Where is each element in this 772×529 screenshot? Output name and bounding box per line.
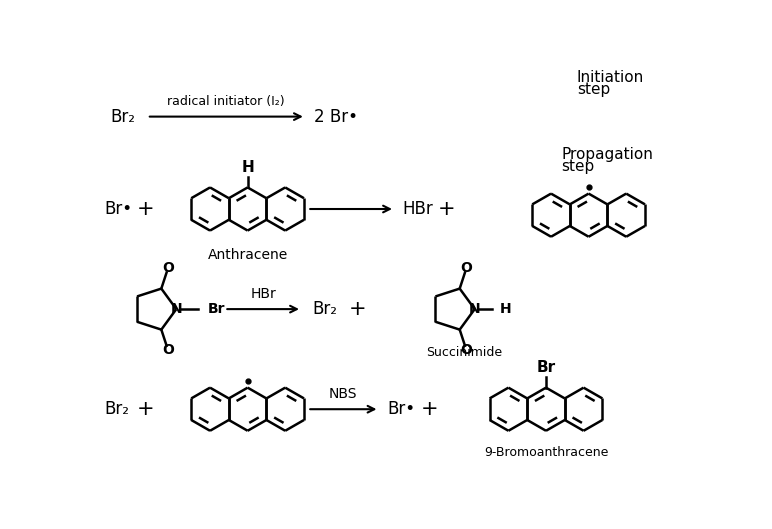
Text: step: step: [561, 159, 594, 174]
Text: Br: Br: [537, 360, 556, 376]
Text: Anthracene: Anthracene: [208, 248, 288, 261]
Text: N: N: [469, 302, 480, 316]
Text: radical initiator (I₂): radical initiator (I₂): [167, 95, 285, 108]
Text: N: N: [171, 302, 182, 316]
Text: +: +: [137, 199, 154, 219]
Text: 9-Bromoanthracene: 9-Bromoanthracene: [484, 446, 608, 459]
Text: O: O: [162, 261, 174, 275]
Text: 2 Br•: 2 Br•: [313, 107, 357, 125]
Text: Br: Br: [208, 302, 225, 316]
Text: step: step: [577, 82, 610, 97]
Text: HBr: HBr: [403, 200, 433, 218]
Text: Br₂: Br₂: [104, 400, 129, 418]
Text: Succinimide: Succinimide: [427, 346, 503, 359]
Text: +: +: [348, 299, 366, 319]
Text: O: O: [460, 261, 472, 275]
Text: +: +: [137, 399, 154, 419]
Text: Br₂: Br₂: [110, 107, 135, 125]
Text: Br•: Br•: [104, 200, 132, 218]
Text: H: H: [242, 160, 254, 175]
Text: O: O: [162, 343, 174, 357]
Text: Br₂: Br₂: [312, 300, 337, 318]
Text: +: +: [421, 399, 438, 419]
Text: Initiation: Initiation: [577, 70, 645, 85]
Text: +: +: [438, 199, 455, 219]
Text: NBS: NBS: [329, 387, 357, 401]
Text: HBr: HBr: [250, 287, 276, 300]
Text: Propagation: Propagation: [561, 148, 653, 162]
Text: O: O: [460, 343, 472, 357]
Text: Br•: Br•: [387, 400, 415, 418]
Text: H: H: [499, 302, 511, 316]
